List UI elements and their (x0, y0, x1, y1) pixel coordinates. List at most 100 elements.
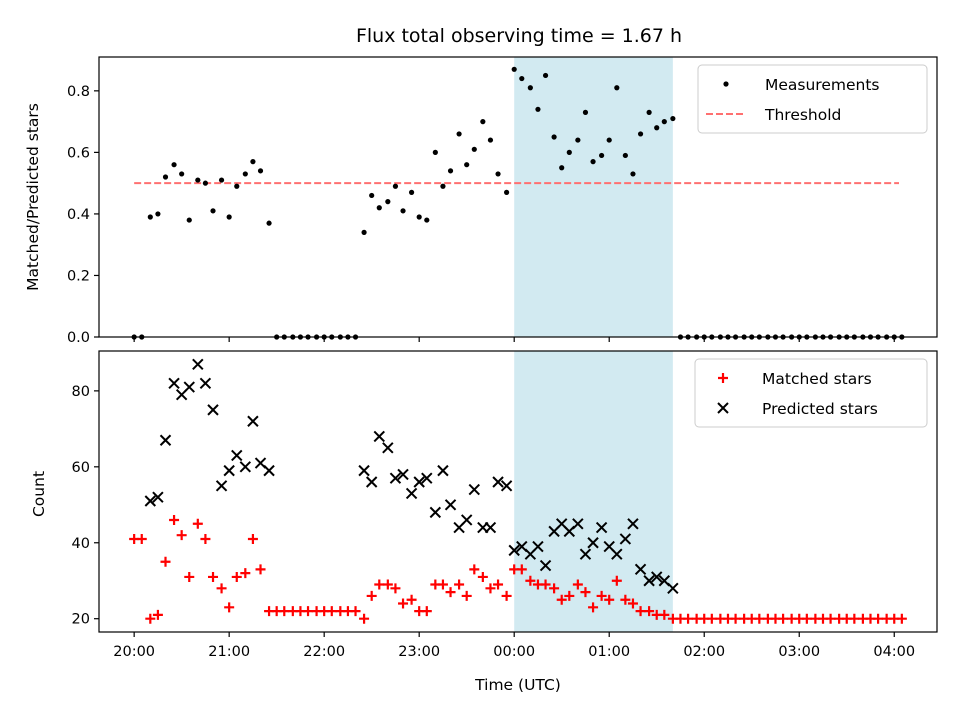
x-tick-label: 01:00 (588, 644, 630, 660)
measurement-point (646, 109, 652, 115)
matched-star-point (683, 613, 694, 624)
x-tick-label: 02:00 (683, 644, 725, 660)
measurement-point (385, 199, 391, 205)
measurement-point (376, 205, 382, 211)
matched-star-point (255, 564, 266, 575)
measurement-point (456, 131, 462, 137)
measurement-point (440, 183, 446, 189)
measurement-point (599, 152, 605, 159)
matched-star-point (374, 579, 385, 590)
x-tick-label: 21:00 (208, 644, 250, 660)
x-axis-label: Time (UTC) (474, 676, 561, 694)
matched-star-point (366, 590, 377, 601)
measurement-point (511, 66, 517, 72)
predicted-star-point (429, 506, 442, 519)
y-tick-label: 0.8 (67, 84, 90, 100)
predicted-star-point (587, 537, 599, 549)
measurement-point (582, 109, 589, 115)
matched-star-point (596, 590, 607, 601)
observing-window-shade (514, 57, 673, 337)
legend-frame (697, 64, 928, 134)
legend-matched-marker (718, 373, 728, 383)
measurement-point (670, 115, 676, 122)
matched-star-point (477, 571, 488, 582)
matched-star-point (516, 564, 527, 575)
measurement-point (495, 171, 501, 177)
matched-star-point (754, 613, 765, 624)
matched-star-point (493, 579, 504, 590)
predicted-star-point (572, 518, 584, 530)
matched-star-point (801, 613, 812, 624)
measurement-point (186, 217, 192, 223)
measurement-point (575, 137, 581, 143)
measurement-point (234, 183, 240, 189)
legend-matched-label: Matched stars (762, 370, 872, 388)
legend-frame (694, 358, 928, 428)
predicted-star-point (192, 358, 204, 370)
matched-star-point (644, 606, 655, 617)
matched-star-point (540, 579, 551, 590)
measurement-point (590, 159, 596, 165)
y-axis-label: Matched/Predicted stars (24, 103, 42, 291)
predicted-star-point (619, 533, 632, 545)
measurement-point (661, 119, 667, 125)
predicted-star-point (413, 476, 425, 488)
axes-frame (98, 56, 938, 338)
predicted-star-point (421, 472, 433, 484)
measurement-point (226, 214, 232, 220)
matched-star-point (216, 583, 227, 594)
matched-star-point (635, 606, 646, 617)
predicted-star-point (199, 377, 212, 389)
predicted-star-point (215, 480, 228, 492)
matched-star-point (580, 587, 591, 598)
matched-star-point (279, 606, 290, 617)
panel-count: 20 40 60 80 20:00 21:00 22:00 23:00 00:00 01:00 02… (30, 350, 938, 660)
measurement-point (637, 131, 644, 137)
legend-predicted-marker (717, 402, 729, 414)
matched-star-point (556, 594, 567, 605)
predicted-star-point (500, 480, 513, 492)
measurement-point (464, 162, 470, 168)
measurement-point (392, 183, 399, 189)
matched-star-point (136, 533, 147, 544)
measurement-point (171, 162, 177, 168)
predicted-star-point (643, 575, 655, 587)
x-tick-label: 03:00 (778, 644, 820, 660)
matched-star-point (359, 613, 370, 624)
measurement-point (416, 214, 422, 220)
matched-star-point (192, 518, 203, 529)
measurement-point (147, 214, 153, 220)
y-tick-label: 80 (72, 384, 90, 400)
measurement-point (242, 171, 248, 177)
predicted-star-point (231, 449, 243, 462)
matched-star-point (247, 533, 258, 544)
predicted-star-point (437, 464, 449, 477)
matched-star-point (390, 583, 401, 594)
measurement-point (606, 137, 612, 143)
predicted-star-point (492, 476, 504, 488)
y-tick-label: 0.4 (67, 207, 90, 223)
measurement-point (155, 211, 161, 217)
predicted-star-point (468, 483, 481, 496)
measurement-point (622, 152, 628, 159)
chart-title: Flux total observing time = 1.67 h (356, 25, 682, 47)
predicted-star-point (595, 521, 608, 534)
x-tick-label: 20:00 (113, 644, 155, 660)
matched-star-point (873, 613, 884, 624)
measurement-point (424, 217, 430, 223)
measurement-point (566, 149, 572, 155)
matched-star-point (152, 609, 163, 620)
measurement-point (527, 85, 533, 91)
predicted-star-point (532, 540, 544, 553)
predicted-star-point (611, 548, 623, 560)
matched-star-point (445, 587, 456, 598)
measurement-point (250, 159, 256, 165)
matched-star-point (303, 606, 314, 617)
y-tick-label: 40 (72, 536, 90, 552)
predicted-star-point (405, 487, 418, 500)
matched-star-point (200, 533, 211, 544)
measurement-point (257, 168, 264, 174)
predicted-star-point (539, 559, 552, 572)
predicted-star-point (444, 499, 457, 511)
predicted-star-point (382, 442, 394, 454)
